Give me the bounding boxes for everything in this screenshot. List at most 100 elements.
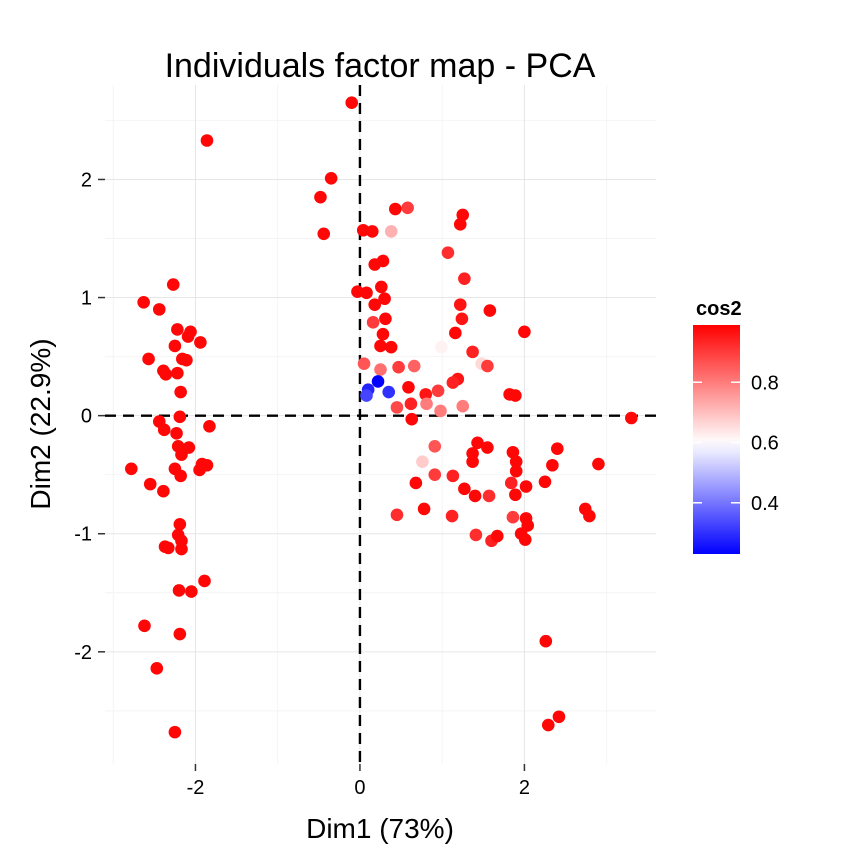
data-point [481, 441, 494, 454]
data-point [435, 340, 448, 354]
data-point [509, 464, 523, 478]
data-point [592, 457, 605, 471]
data-point [407, 359, 421, 373]
data-points [125, 96, 638, 739]
data-point [446, 469, 460, 483]
data-point [392, 360, 405, 374]
data-point [453, 218, 467, 231]
data-point [166, 278, 180, 291]
reference-lines [105, 85, 656, 764]
data-point [538, 475, 552, 489]
data-point [420, 397, 433, 411]
data-point [402, 381, 415, 394]
data-point [409, 476, 423, 490]
data-point [180, 353, 193, 367]
y-tick-label: 0 [81, 406, 92, 428]
data-point [382, 385, 396, 399]
data-point [203, 419, 216, 433]
data-point [368, 298, 382, 311]
y-axis-title: Dim2 (22.9%) [25, 338, 56, 509]
data-point [404, 397, 418, 411]
legend-title: cos2 [696, 298, 742, 320]
data-point [152, 303, 166, 316]
data-point [150, 662, 164, 675]
data-point [441, 246, 455, 259]
data-point [449, 326, 462, 340]
data-point [583, 509, 596, 523]
legend-tick-label: 0.6 [751, 433, 779, 455]
data-point [345, 96, 359, 110]
data-point [198, 574, 211, 588]
data-point [175, 542, 188, 556]
minor-gridlines [105, 85, 656, 764]
data-point [168, 725, 182, 739]
data-point [456, 399, 470, 413]
data-point [384, 340, 398, 354]
data-point [171, 366, 184, 380]
data-point [506, 510, 520, 524]
data-point [137, 295, 150, 309]
data-point [173, 517, 187, 531]
data-point [374, 339, 387, 353]
data-point [419, 388, 433, 401]
data-point [194, 336, 207, 349]
data-point [185, 585, 198, 598]
y-tick-label: -2 [74, 642, 92, 664]
data-point [174, 385, 187, 399]
x-tick-label: -2 [187, 777, 205, 799]
data-point [541, 718, 555, 732]
data-point [159, 368, 173, 381]
data-point [518, 325, 531, 339]
data-point [138, 619, 151, 633]
data-point [482, 489, 496, 503]
data-point [157, 484, 170, 498]
data-point [193, 463, 206, 477]
data-point [466, 455, 479, 468]
data-point [490, 529, 504, 543]
data-point [471, 436, 484, 450]
data-point [365, 225, 379, 238]
data-point [509, 389, 522, 402]
x-tick-label: 0 [354, 777, 365, 799]
data-point [157, 423, 171, 437]
data-point [446, 376, 460, 389]
major-gridlines [105, 85, 656, 764]
data-point [171, 323, 184, 336]
data-point [357, 357, 371, 370]
data-point [509, 488, 522, 502]
legend-tick-label: 0.4 [751, 493, 779, 515]
data-point [375, 280, 388, 294]
data-point [172, 584, 186, 597]
data-point [200, 134, 214, 147]
color-bar [693, 325, 740, 554]
data-point [401, 201, 414, 215]
x-axis-title: Dim1 (73%) [306, 813, 454, 844]
data-point [360, 389, 373, 402]
legend-ticks: 0.4 0.6 0.8 [693, 372, 779, 515]
data-point [546, 458, 559, 472]
x-tick-label: 2 [519, 777, 530, 799]
data-point [378, 292, 391, 306]
data-point [168, 339, 182, 353]
data-point [173, 627, 187, 641]
data-point [469, 528, 483, 542]
data-point [466, 345, 479, 359]
data-point [405, 412, 419, 426]
data-point [434, 404, 447, 418]
data-point [314, 190, 327, 204]
data-point [374, 363, 387, 376]
data-point [390, 508, 404, 522]
data-point [389, 202, 402, 216]
data-point [455, 312, 469, 326]
data-point [416, 455, 429, 468]
data-point [174, 469, 187, 483]
data-point [456, 208, 470, 222]
data-point [143, 477, 157, 491]
data-point [428, 468, 442, 481]
data-point [539, 634, 553, 648]
data-point [518, 533, 532, 546]
data-point [552, 710, 566, 724]
data-point [142, 352, 155, 366]
data-point [431, 384, 445, 398]
